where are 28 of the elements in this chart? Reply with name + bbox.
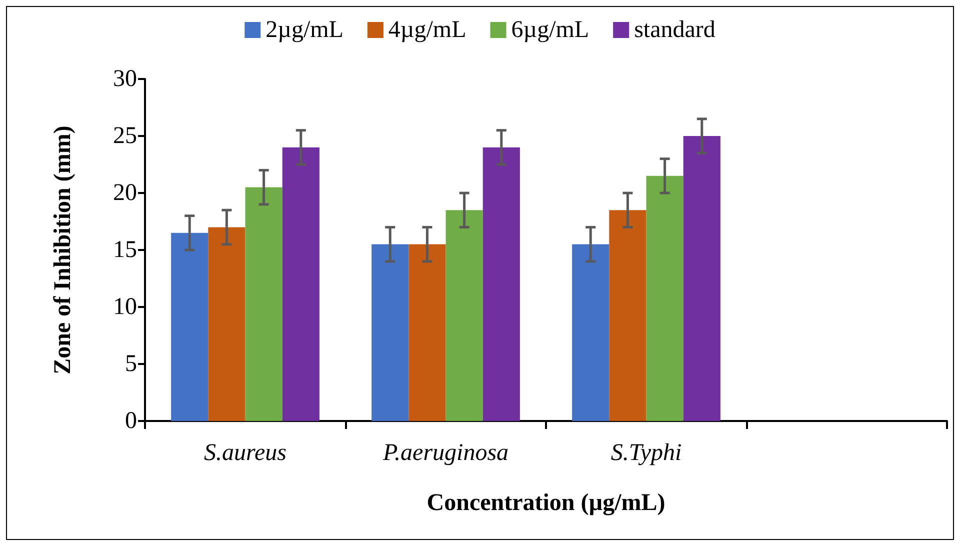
bar (482, 147, 520, 421)
bar (245, 187, 282, 421)
bar (572, 244, 610, 421)
bar (683, 136, 720, 421)
y-tick-label: 0 (125, 408, 137, 434)
x-tick-label: S.aureus (204, 440, 286, 466)
bar (372, 244, 409, 421)
bar (171, 232, 208, 421)
y-axis-title: Zone of Inhibition (mm) (50, 126, 76, 374)
x-tick-label: P.aeruginosa (382, 440, 509, 466)
y-tick-label: 10 (113, 294, 137, 320)
y-tick-label: 25 (113, 123, 137, 149)
legend-label: 2µg/mL (266, 17, 344, 43)
bar (646, 176, 684, 421)
y-tick-label: 5 (125, 351, 137, 377)
y-tick-label: 30 (113, 66, 137, 92)
x-tick-label: S.Typhi (610, 440, 682, 466)
legend-label: 6µg/mL (511, 17, 590, 43)
x-axis-title: Concentration (µg/mL) (426, 490, 666, 516)
legend-label: standard (634, 17, 716, 43)
bar (609, 210, 646, 421)
y-tick-label: 15 (113, 237, 137, 263)
bar (282, 147, 320, 421)
legend-label: 4µg/mL (388, 17, 466, 43)
bar (446, 210, 483, 421)
bar (408, 244, 446, 421)
y-tick-label: 20 (113, 180, 137, 206)
bar (208, 227, 246, 421)
